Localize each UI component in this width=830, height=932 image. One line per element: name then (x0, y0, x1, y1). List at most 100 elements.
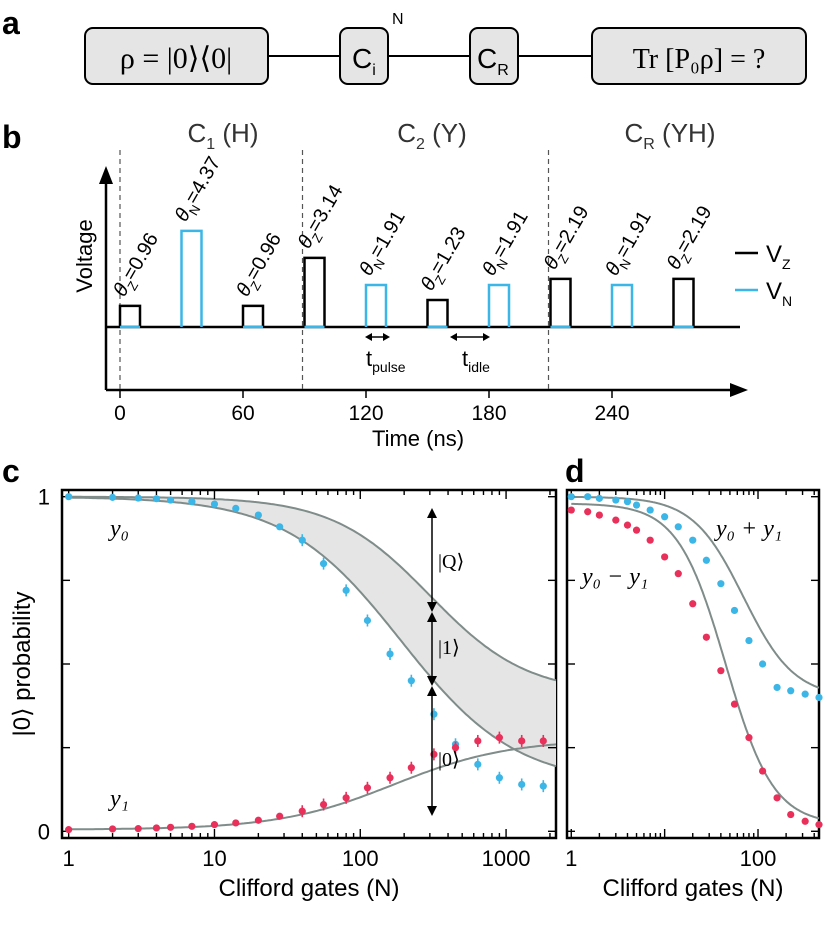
section-label: CR (YH) (624, 118, 715, 153)
state-arrows (427, 508, 437, 816)
data-point (689, 600, 697, 608)
state-box (84, 27, 269, 85)
data-point (787, 810, 795, 819)
data-point (632, 526, 641, 534)
circuit-diagram: ρ = |0⟩⟨0| Ci N CR Tr [P₀ρ] = ? (84, 11, 807, 85)
diff-fit (571, 502, 820, 820)
y0-label: y₀ (108, 516, 129, 542)
recovery-box-text: CR (477, 43, 509, 79)
data-point (584, 493, 592, 501)
recovery-box (469, 27, 519, 85)
data-point (386, 774, 394, 782)
section-label: C1 (H) (187, 118, 258, 153)
pulse-angle-label: θN=1.91 (355, 207, 413, 281)
pulse-z (672, 277, 695, 327)
data-point (674, 523, 682, 531)
data-point (386, 650, 394, 658)
y0-fit (68, 496, 557, 768)
data-point (210, 500, 219, 508)
clifford-box (339, 27, 389, 85)
data-point (632, 501, 641, 509)
pulse-angle-label: θN=1.91 (601, 207, 659, 281)
data-point (661, 513, 669, 521)
pulse-angle-label: θZ=1.23 (417, 223, 474, 296)
clifford-box-text: Ci (352, 43, 376, 79)
data-point (702, 633, 710, 641)
data-point (495, 774, 504, 782)
data-point (730, 700, 739, 708)
data-point (188, 498, 196, 506)
pulse-angle-label: θZ=0.96 (232, 229, 289, 302)
q-state-label: |Q⟩ (438, 551, 464, 573)
chart-c-ylabel: |0⟩ probability (9, 591, 36, 736)
legend-vz: VZ (766, 241, 791, 272)
data-point (232, 819, 240, 827)
data-point (363, 616, 372, 625)
data-point (298, 536, 306, 544)
data-point (801, 817, 809, 825)
x-tick-label: 100 (740, 846, 777, 871)
data-point (773, 683, 781, 692)
data-point (474, 737, 482, 745)
data-point (730, 606, 739, 615)
data-point (152, 495, 161, 503)
data-point (717, 580, 725, 588)
pulse-n (487, 283, 511, 327)
pulse-z (241, 304, 265, 327)
pulse-n (180, 229, 203, 327)
data-point (65, 826, 73, 834)
data-point (702, 556, 710, 564)
data-point (717, 667, 725, 675)
data-point (188, 822, 196, 830)
data-point (254, 816, 262, 824)
x-tick-label: 100 (342, 846, 379, 871)
data-point (276, 812, 284, 820)
chart-c-xlabel: Clifford gates (N) (219, 875, 400, 902)
y1-fit (68, 743, 557, 831)
data-point (65, 493, 73, 501)
data-point (474, 760, 482, 768)
panel-label-c: c (2, 453, 20, 489)
data-point (363, 784, 372, 792)
t-idle-label: tidle (462, 346, 490, 375)
data-point (451, 744, 460, 752)
data-point (495, 734, 504, 742)
y1-label: y₁ (108, 786, 129, 812)
data-point (298, 807, 306, 815)
data-point (595, 511, 603, 519)
data-point (815, 821, 823, 829)
diff-label: y₀ − y₁ (580, 564, 648, 590)
state-box-text: ρ = |0⟩⟨0| (120, 42, 232, 75)
data-point (518, 737, 526, 745)
x-tick-label: 180 (471, 402, 506, 425)
pulse-z (549, 277, 572, 327)
y-tick-label: 0 (38, 819, 50, 844)
data-point (166, 823, 175, 831)
data-point (567, 506, 575, 514)
data-point (745, 636, 753, 645)
voltage-label: Voltage (72, 219, 97, 292)
panel-label-d: d (565, 453, 585, 489)
data-point (689, 536, 697, 544)
data-point (815, 693, 823, 702)
chart-d: 1 100 y₀ + y₁ y₀ − y₁ Clifford gates (N) (565, 488, 823, 902)
pulse-angle-label: θZ=0.96 (109, 229, 166, 302)
data-point (232, 504, 240, 513)
y-tick-label: 1 (38, 485, 50, 510)
data-point (276, 523, 284, 531)
data-point (801, 690, 809, 698)
x-tick-label: 1 (63, 846, 75, 871)
data-point (745, 734, 753, 742)
data-point (539, 737, 547, 745)
sum-label: y₀ + y₁ (714, 516, 782, 542)
legend-vn: VN (766, 278, 792, 309)
leakage-fit (68, 495, 557, 682)
data-point (612, 516, 620, 524)
data-point (152, 824, 161, 832)
data-point (518, 780, 526, 789)
data-point (254, 511, 262, 519)
x-tick-label: 240 (594, 402, 629, 425)
data-point (759, 767, 767, 775)
pulse-n (610, 283, 634, 327)
